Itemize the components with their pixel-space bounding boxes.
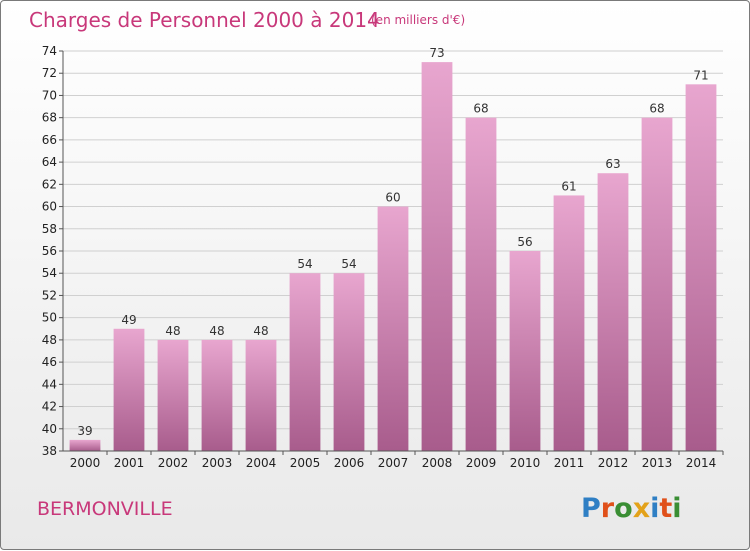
y-tick-label: 44	[42, 377, 57, 391]
data-label: 68	[649, 102, 664, 116]
x-tick-label: 2003	[202, 456, 233, 470]
bar-2005	[289, 273, 321, 451]
data-label: 48	[209, 324, 224, 338]
y-tick-label: 58	[42, 222, 57, 236]
y-tick-label: 42	[42, 400, 57, 414]
logo-letter: i	[650, 493, 659, 524]
bar-2006	[333, 273, 365, 451]
data-label: 56	[517, 235, 532, 249]
y-tick-label: 70	[42, 88, 57, 102]
bar-2002	[157, 339, 189, 451]
bar-2007	[377, 206, 409, 451]
bar-2003	[201, 339, 233, 451]
bar-2004	[245, 339, 277, 451]
data-label: 61	[561, 179, 576, 193]
data-label: 39	[77, 424, 92, 438]
x-tick-label: 2000	[70, 456, 101, 470]
bars: 39 49 48 48 48 54 54 60 73 68 56 61 63 68 71	[69, 46, 717, 452]
y-tick-label: 52	[42, 288, 57, 302]
x-tick-label: 2013	[642, 456, 673, 470]
bar-2009	[465, 117, 497, 452]
x-tick-label: 2006	[334, 456, 365, 470]
bar-2000	[69, 439, 101, 451]
x-tick-label: 2010	[510, 456, 541, 470]
x-tick-label: 2008	[422, 456, 453, 470]
logo-letter: r	[601, 493, 615, 524]
logo-letter: x	[633, 493, 650, 524]
data-label: 49	[121, 313, 136, 327]
data-label: 73	[429, 46, 444, 60]
y-tick-label: 66	[42, 133, 57, 147]
bar-2011	[553, 195, 585, 451]
bar-2013	[641, 117, 673, 452]
bar-2012	[597, 173, 629, 451]
x-tick-label: 2004	[246, 456, 277, 470]
x-tick-label: 2012	[598, 456, 629, 470]
proxiti-logo: Proxiti	[581, 493, 682, 524]
x-tick-label: 2007	[378, 456, 409, 470]
x-tick-label: 2002	[158, 456, 189, 470]
chart-subtitle: (en milliers d'€)	[371, 13, 465, 27]
y-tick-label: 68	[42, 111, 57, 125]
y-tick-label: 48	[42, 333, 57, 347]
chart-title: Charges de Personnel 2000 à 2014	[29, 8, 380, 32]
y-tick-label: 64	[42, 155, 57, 169]
data-label: 68	[473, 102, 488, 116]
y-tick-label: 38	[42, 444, 57, 458]
data-label: 48	[253, 324, 268, 338]
logo-letter: i	[672, 493, 681, 524]
data-label: 54	[297, 257, 312, 271]
logo-letter: o	[614, 493, 633, 524]
x-tick-label: 2009	[466, 456, 497, 470]
bar-2008	[421, 62, 453, 451]
data-label: 63	[605, 157, 620, 171]
bar-2001	[113, 328, 145, 451]
y-tick-label: 56	[42, 244, 57, 258]
data-label: 48	[165, 324, 180, 338]
x-tick-label: 2001	[114, 456, 145, 470]
x-tick-label: 2011	[554, 456, 585, 470]
y-tick-label: 46	[42, 355, 57, 369]
y-tick-label: 40	[42, 422, 57, 436]
city-name: BERMONVILLE	[37, 498, 173, 520]
bar-2014	[685, 84, 717, 451]
logo-letter: t	[659, 493, 672, 524]
axes: 38 40 42 44 46 48 50 52 54 56 58 60 62 64 66 68 70 72 74 20…	[42, 44, 724, 470]
x-tick-label: 2005	[290, 456, 321, 470]
data-label: 71	[693, 68, 708, 82]
y-tick-label: 50	[42, 311, 57, 325]
y-tick-label: 72	[42, 66, 57, 80]
y-tick-label: 54	[42, 266, 57, 280]
y-tick-label: 62	[42, 177, 57, 191]
data-label: 60	[385, 191, 400, 205]
y-tick-label: 60	[42, 200, 57, 214]
logo-letter: P	[581, 493, 601, 524]
bar-2010	[509, 251, 541, 451]
x-tick-label: 2014	[686, 456, 717, 470]
y-tick-label: 74	[42, 44, 57, 58]
data-label: 54	[341, 257, 356, 271]
